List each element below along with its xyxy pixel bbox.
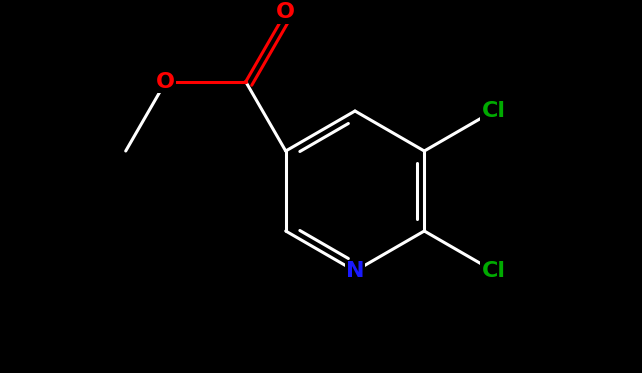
Text: Cl: Cl [482,261,505,281]
Text: N: N [346,261,364,281]
Text: Cl: Cl [482,101,505,121]
Text: O: O [156,72,175,92]
Text: O: O [276,3,295,22]
